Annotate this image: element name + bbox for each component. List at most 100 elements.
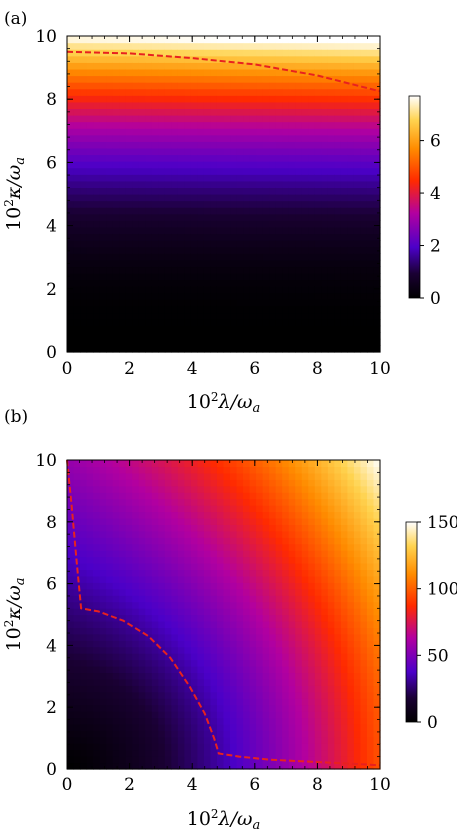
heatmap-cell [112,672,120,680]
heatmap-cell [86,588,94,596]
heatmap-cell [184,659,192,667]
heatmap-cell [236,286,244,294]
heatmap-cell [190,460,199,468]
heatmap-cell [171,101,179,110]
heatmap-cell [164,588,172,596]
heatmap-cell [158,62,166,70]
heatmap-cell [360,246,368,254]
heatmap-cell [236,128,244,136]
heatmap-cell [80,101,88,110]
heatmap-cell [177,292,185,300]
heatmap-cell [197,253,205,261]
heatmap-cell [236,42,244,50]
heatmap-cell [262,95,270,103]
heatmap-cell [164,332,172,340]
heatmap-cell [366,691,375,699]
heatmap-cell [216,325,225,333]
heatmap-cell [99,279,107,287]
heatmap-cell [184,36,192,44]
heatmap-cell [243,88,251,96]
heatmap-cell [197,691,205,699]
heatmap-cell [99,550,107,558]
heatmap-cell [249,55,257,63]
heatmap-cell [295,266,303,274]
heatmap-cell [190,49,199,57]
heatmap-cell [269,492,277,500]
heatmap-cell [99,325,107,333]
heatmap-cell [256,312,264,320]
heatmap-cell [86,266,94,274]
heatmap-cell [236,82,244,90]
heatmap-cell [223,743,231,751]
heatmap-cell [203,115,212,123]
heatmap-cell [145,194,153,202]
heatmap-cell [308,550,316,558]
heatmap-cell [340,305,348,314]
heatmap-cell [269,49,277,57]
heatmap-cell [236,213,244,221]
heatmap-cell [112,345,120,353]
heatmap-cell [145,678,153,686]
heatmap-cell [236,62,244,70]
heatmap-cell [93,220,101,228]
heatmap-cell [145,653,153,661]
heatmap-cell [269,187,277,195]
heatmap-cell [321,678,329,686]
heatmap-cell [353,460,362,468]
heatmap-cell [67,460,75,468]
heatmap-cell [288,569,296,577]
heatmap-cell [73,492,81,500]
heatmap-cell [373,685,381,693]
heatmap-cell [269,42,277,50]
heatmap-cell [314,101,322,110]
heatmap-cell [125,717,133,725]
heatmap-cell [334,492,342,500]
heatmap-cell [282,498,290,506]
heatmap-cell [190,608,199,616]
heatmap-cell [295,756,303,764]
heatmap-cell [203,134,212,142]
heatmap-cell [164,691,172,699]
heatmap-cell [288,332,296,340]
heatmap-cell [373,730,381,738]
heatmap-cell [269,479,277,487]
heatmap-cell [197,305,205,314]
heatmap-cell [360,154,368,162]
heatmap-cell [203,220,212,228]
heatmap-cell [236,575,244,583]
heatmap-cell [177,460,185,468]
heatmap-cell [171,723,179,731]
heatmap-cell [230,305,238,314]
heatmap-cell [93,319,101,327]
heatmap-cell [99,717,107,725]
heatmap-cell [132,161,140,169]
heatmap-cell [203,678,212,686]
heatmap-cell [314,653,322,661]
heatmap-cell [112,305,120,314]
heatmap-cell [93,207,101,215]
heatmap-cell [67,569,75,577]
heatmap-cell [93,180,101,189]
heatmap-cell [366,704,375,712]
heatmap-cell [275,141,283,149]
heatmap-cell [269,543,277,551]
heatmap-cell [151,240,159,248]
heatmap-cell [177,749,185,757]
heatmap-cell [138,640,146,648]
heatmap-cell [327,479,335,487]
heatmap-cell [145,121,153,129]
heatmap-cell [132,556,140,564]
heatmap-cell [190,627,199,635]
heatmap-cell [340,101,348,110]
heatmap-cell [321,299,329,307]
heatmap-cell [73,187,81,195]
heatmap-cell [275,213,283,221]
heatmap-cell [230,338,238,347]
heatmap-cell [158,530,166,538]
heatmap-cell [80,659,88,667]
heatmap-cell [236,279,244,287]
heatmap-cell [177,345,185,353]
heatmap-cell [125,42,133,50]
heatmap-cell [269,226,277,235]
heatmap-cell [334,550,342,558]
